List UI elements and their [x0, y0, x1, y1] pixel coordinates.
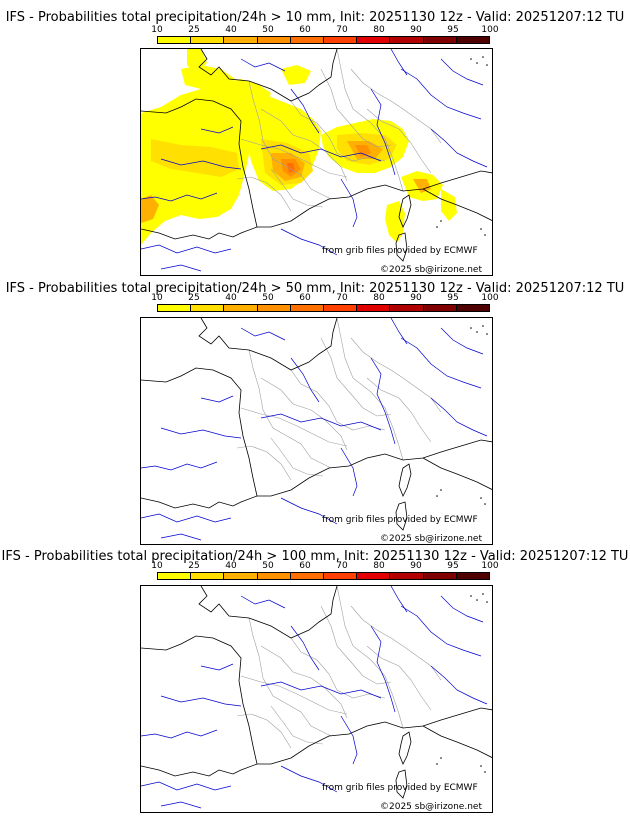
coastline: [141, 49, 492, 262]
colorbar-swatch: [191, 573, 225, 579]
colorbar-tick: 40: [225, 561, 237, 571]
colorbar-tick: 40: [225, 293, 237, 303]
map-panel: [140, 317, 493, 545]
colorbar: [157, 304, 490, 312]
colorbar-swatch: [390, 305, 424, 311]
colorbar-swatch: [158, 37, 192, 43]
map-panel: [140, 585, 493, 813]
colorbar-swatch: [357, 37, 391, 43]
colorbar-ticks: 10 25 40 50 60 70 80 90 95 100: [151, 25, 498, 35]
colorbar-swatch: [324, 305, 358, 311]
credit-source: from grib files provided by ECMWF: [322, 515, 478, 525]
panel-title: IFS - Probabilities total precipitation/…: [1, 549, 629, 564]
colorbar-tick: 60: [299, 561, 311, 571]
colorbar-tick: 70: [336, 25, 348, 35]
colorbar-tick: 60: [299, 293, 311, 303]
rivers: [141, 318, 488, 541]
panel-title: IFS - Probabilities total precipitation/…: [5, 10, 625, 25]
credit-copyright: ©2025 sb@irizone.net: [380, 534, 482, 544]
colorbar-tick: 70: [336, 293, 348, 303]
colorbar-swatch: [290, 305, 325, 311]
map-canvas: [141, 49, 492, 272]
colorbar-swatch: [191, 37, 225, 43]
admin-borders: [236, 586, 442, 749]
colorbar: [157, 36, 490, 44]
coastline: [141, 318, 492, 531]
admin-borders: [236, 49, 442, 212]
colorbar-tick: 100: [481, 561, 499, 571]
colorbar-swatch: [257, 573, 291, 579]
colorbar-swatch: [224, 573, 258, 579]
colorbar-swatch: [324, 37, 358, 43]
colorbar-swatch: [357, 573, 391, 579]
colorbar-swatch: [423, 37, 457, 43]
map-canvas: [141, 318, 492, 541]
colorbar-tick: 100: [481, 25, 499, 35]
colorbar-tick: 60: [299, 25, 311, 35]
colorbar-swatch: [290, 37, 325, 43]
colorbar-tick: 100: [481, 293, 499, 303]
credit-source: from grib files provided by ECMWF: [322, 783, 478, 793]
colorbar-swatch: [423, 305, 457, 311]
colorbar-ticks: 10 25 40 50 60 70 80 90 95 100: [151, 561, 498, 571]
colorbar-swatch: [158, 305, 192, 311]
colorbar-tick: 10: [151, 293, 163, 303]
colorbar-swatch: [390, 37, 424, 43]
colorbar-tick: 25: [188, 293, 200, 303]
colorbar-ticks: 10 25 40 50 60 70 80 90 95 100: [151, 293, 498, 303]
colorbar-tick: 95: [447, 293, 459, 303]
colorbar-swatch: [456, 573, 490, 579]
credit-copyright: ©2025 sb@irizone.net: [380, 802, 482, 812]
colorbar-tick: 50: [262, 25, 274, 35]
colorbar-swatch: [290, 573, 325, 579]
colorbar-tick: 10: [151, 561, 163, 571]
rivers: [141, 49, 488, 272]
colorbar-swatch: [423, 573, 457, 579]
colorbar-swatch: [257, 37, 291, 43]
rivers: [141, 586, 488, 809]
colorbar-tick: 95: [447, 561, 459, 571]
credit-copyright: ©2025 sb@irizone.net: [380, 265, 482, 275]
colorbar-tick: 50: [262, 561, 274, 571]
colorbar-swatch: [456, 305, 490, 311]
colorbar-tick: 80: [373, 25, 385, 35]
colorbar-tick: 40: [225, 25, 237, 35]
coastline: [141, 586, 492, 799]
panel-title: IFS - Probabilities total precipitation/…: [5, 281, 625, 296]
colorbar-swatch: [158, 573, 192, 579]
colorbar-tick: 25: [188, 25, 200, 35]
colorbar-tick: 90: [410, 25, 422, 35]
colorbar: [157, 572, 490, 580]
colorbar-swatch: [324, 573, 358, 579]
colorbar-swatch: [224, 37, 258, 43]
colorbar-tick: 70: [336, 561, 348, 571]
map-panel: [140, 48, 493, 276]
credit-source: from grib files provided by ECMWF: [322, 246, 478, 256]
colorbar-tick: 10: [151, 25, 163, 35]
colorbar-tick: 90: [410, 293, 422, 303]
map-canvas: [141, 586, 492, 809]
colorbar-swatch: [191, 305, 225, 311]
admin-borders: [236, 318, 442, 481]
colorbar-tick: 25: [188, 561, 200, 571]
colorbar-swatch: [257, 305, 291, 311]
colorbar-tick: 95: [447, 25, 459, 35]
colorbar-swatch: [224, 305, 258, 311]
colorbar-tick: 80: [373, 561, 385, 571]
colorbar-swatch: [390, 573, 424, 579]
colorbar-tick: 50: [262, 293, 274, 303]
colorbar-swatch: [456, 37, 490, 43]
colorbar-swatch: [357, 305, 391, 311]
colorbar-tick: 90: [410, 561, 422, 571]
colorbar-tick: 80: [373, 293, 385, 303]
